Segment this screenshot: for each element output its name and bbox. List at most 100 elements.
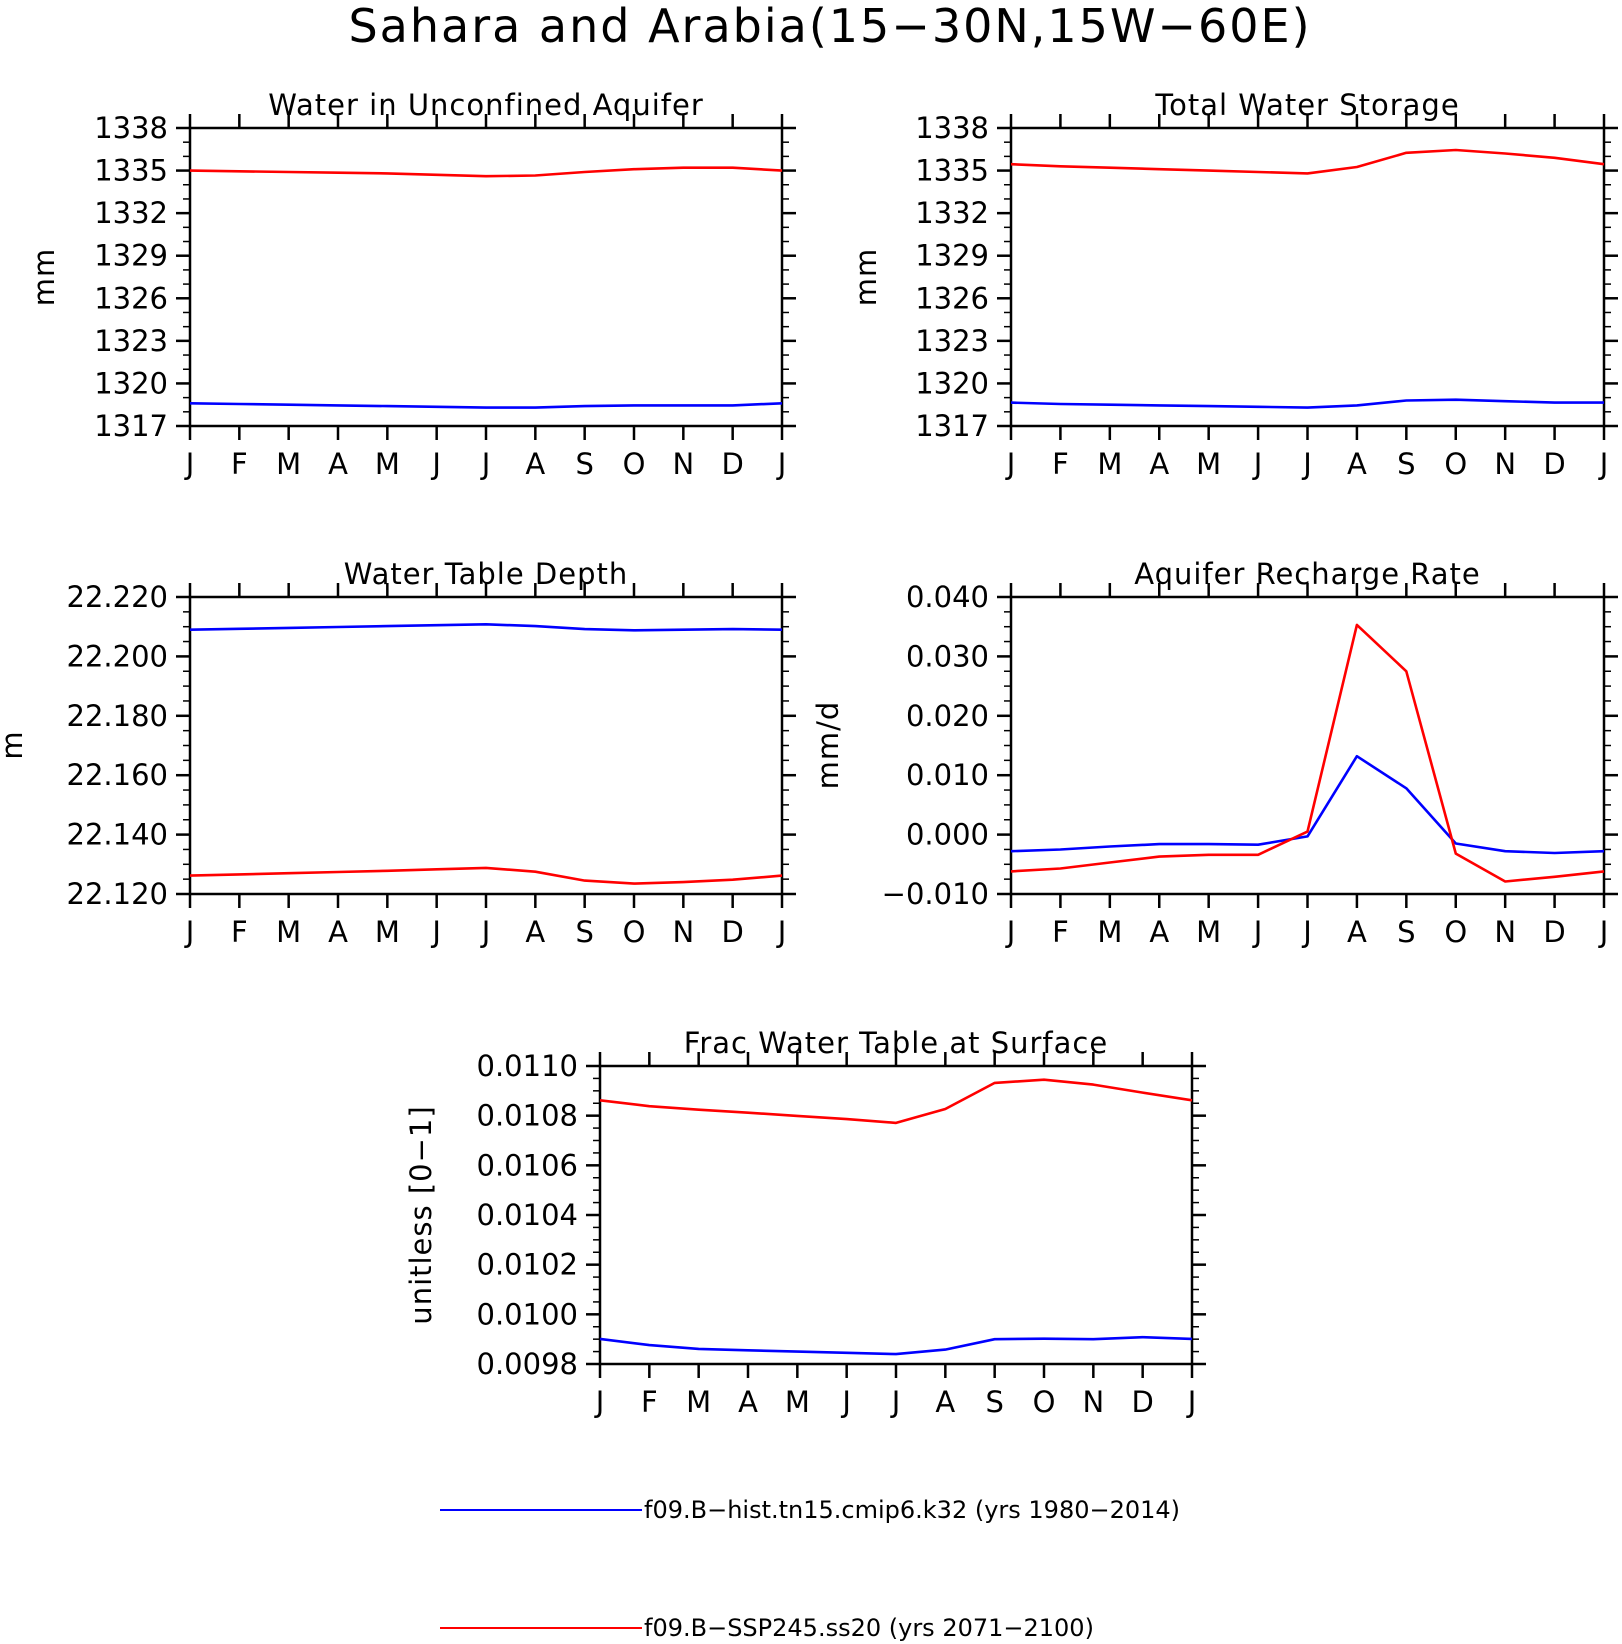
x-tick-label: M [276,915,301,949]
x-tick-label: J [480,447,491,481]
x-tick-label: J [594,1385,605,1419]
x-tick-label: J [1186,1385,1197,1419]
x-tick-label: F [641,1385,658,1419]
x-tick-label: J [480,915,491,949]
y-tick-label: 0.030 [906,639,989,673]
y-tick-label: 1329 [915,239,989,273]
series-line-hist [1010,398,1604,409]
y-tick-label: 1320 [94,366,168,400]
y-tick-label: 1323 [94,324,168,358]
y-tick-label: 1332 [94,196,168,230]
x-tick-label: J [1252,447,1263,481]
plot-frame [188,595,784,896]
x-tick-label: F [231,447,248,481]
y-tick-label: 0.010 [906,758,989,792]
y-tick-label: 0.0104 [477,1198,578,1232]
y-tick-label: 1335 [915,154,989,188]
x-tick-label: O [623,915,646,949]
x-tick-label: M [1196,447,1221,481]
x-tick-label: N [672,447,694,481]
y-tick-label: 0.0098 [477,1347,578,1381]
x-tick-label: M [686,1385,711,1419]
y-tick-label: 1335 [94,154,168,188]
y-tick-label: 1317 [915,409,989,443]
y-tick-label: 1329 [94,239,168,273]
x-tick-label: A [738,1385,758,1419]
plot-frame [1009,595,1606,896]
x-tick-label: D [1543,915,1565,949]
chart-panel-3: Water Table Depthm22.12022.14022.16022.1… [0,557,796,949]
y-axis-label: m [0,730,29,759]
y-tick-label: 0.000 [906,818,989,852]
x-tick-label: S [1397,915,1415,949]
x-tick-label: N [1494,447,1516,481]
plot-frame [598,1064,1194,1366]
x-tick-label: A [525,915,545,949]
x-tick-label: O [623,447,646,481]
y-tick-label: 1338 [94,111,168,145]
x-tick-label: F [231,915,248,949]
x-tick-label: A [1149,915,1169,949]
series-line-hist [599,1335,1193,1356]
legend-label-ssp: f09.B−SSP245.ss20 (yrs 2071−2100) [644,1614,1094,1642]
x-tick-label: J [1301,447,1312,481]
x-tick-label: M [785,1385,810,1419]
x-tick-label: A [328,915,348,949]
y-tick-label: 1338 [915,111,989,145]
x-tick-label: M [375,447,400,481]
y-axis-label: mm/d [811,701,845,790]
x-tick-label: D [1131,1385,1153,1419]
legend: f09.B−hist.tn15.cmip6.k32 (yrs 1980−2014… [440,1496,1180,1642]
y-tick-label: 0.0106 [477,1148,578,1182]
y-tick-label: 22.180 [67,699,168,733]
series-line-hist [189,402,783,409]
y-axis-label: unitless [0−1] [404,1105,438,1324]
y-tick-label: 1326 [915,281,989,315]
x-tick-label: D [1543,447,1565,481]
figure-title: Sahara and Arabia(15−30N,15W−60E) [348,0,1311,53]
x-tick-label: A [1347,915,1367,949]
chart-panel-2: Total Water Storagemm1317132013231326132… [849,88,1618,481]
series-line-ssp [599,1078,1193,1125]
x-tick-label: J [430,915,441,949]
y-tick-label: 22.160 [67,758,168,792]
x-tick-label: N [1494,915,1516,949]
y-tick-label: −0.010 [882,877,989,911]
x-tick-label: A [328,447,348,481]
y-tick-label: 0.0102 [477,1248,578,1282]
legend-label-hist: f09.B−hist.tn15.cmip6.k32 (yrs 1980−2014… [644,1496,1180,1524]
x-tick-label: N [672,915,694,949]
y-tick-label: 1323 [915,324,989,358]
x-tick-label: A [525,447,545,481]
y-axis-label: mm [27,248,61,307]
x-tick-label: D [721,915,743,949]
x-tick-label: J [1005,915,1016,949]
y-tick-label: 0.0110 [477,1049,578,1083]
y-tick-label: 0.0100 [477,1297,578,1331]
x-tick-label: M [375,915,400,949]
x-tick-label: J [1301,915,1312,949]
x-tick-label: J [1598,447,1609,481]
y-tick-label: 22.200 [67,639,168,673]
y-tick-label: 0.020 [906,699,989,733]
x-tick-label: J [430,447,441,481]
x-tick-label: J [1005,447,1016,481]
x-tick-label: J [840,1385,851,1419]
x-tick-label: M [1196,915,1221,949]
x-tick-label: O [1444,447,1467,481]
x-tick-label: O [1033,1385,1056,1419]
y-tick-label: 22.140 [67,818,168,852]
y-tick-label: 1332 [915,196,989,230]
series-line-ssp [189,866,783,885]
y-tick-label: 1320 [915,366,989,400]
x-tick-label: A [935,1385,955,1419]
series-line-hist [189,622,783,632]
y-tick-label: 22.220 [67,580,168,614]
x-tick-label: M [1097,447,1122,481]
x-tick-label: J [1252,915,1263,949]
x-tick-label: J [1598,915,1609,949]
y-tick-label: 0.0108 [477,1099,578,1133]
x-tick-label: N [1082,1385,1104,1419]
x-tick-label: F [1052,447,1069,481]
